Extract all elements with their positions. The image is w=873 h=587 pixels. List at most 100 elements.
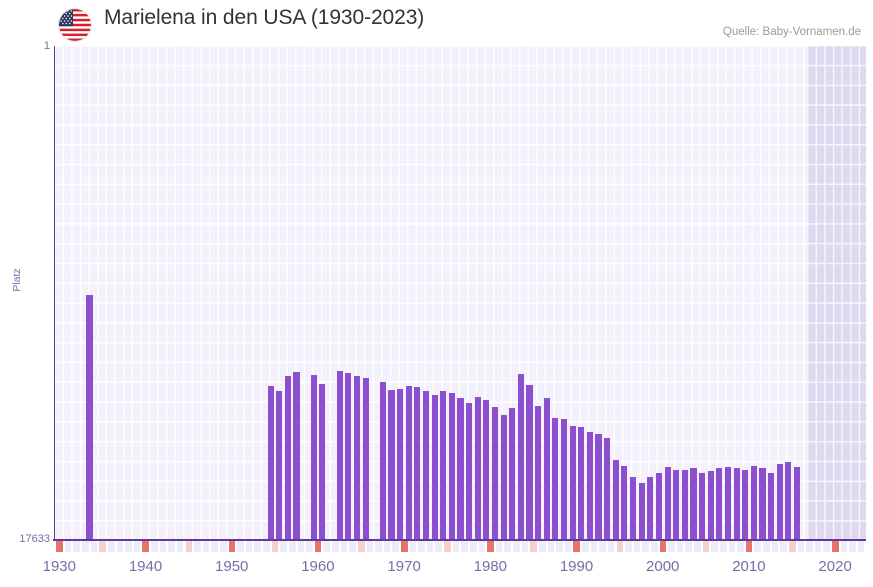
x-tick-1984 (521, 541, 529, 552)
x-tick-1998 (642, 541, 649, 552)
x-tick-2002 (676, 541, 684, 552)
bar-2005 (647, 477, 654, 539)
x-tick-1956 (280, 541, 287, 552)
x-tick-1962 (332, 541, 339, 552)
x-tick-1963 (340, 541, 348, 552)
x-tick-1955 (271, 541, 279, 552)
x-tick-1941 (151, 541, 158, 552)
y-axis-tick-top: 1 (43, 40, 50, 52)
bar-1996 (569, 426, 576, 539)
bar-1963 (284, 375, 291, 539)
bar-1961 (267, 386, 274, 539)
x-tick-1988 (556, 541, 563, 552)
y-axis-tick-bottom: 17633 (19, 533, 50, 545)
x-tick-2005 (702, 541, 710, 552)
x-tick-1947 (202, 541, 210, 552)
x-tick-2000 (659, 541, 667, 552)
x-tick-1997 (633, 541, 641, 552)
bar-2002 (621, 466, 628, 539)
bar-2013 (716, 468, 723, 539)
bar-1992 (535, 405, 542, 539)
page-title: Marielena in den USA (1930-2023) (104, 6, 425, 29)
x-tick-2023 (857, 541, 865, 552)
x-tick-1937 (116, 541, 124, 552)
x-tick-1968 (383, 541, 391, 552)
source-credit: Quelle: Baby-Vornamen.de (722, 26, 861, 38)
x-tick-1985 (530, 541, 537, 552)
bar-2014 (724, 466, 732, 539)
x-tick-1953 (254, 541, 262, 552)
bar-1978 (414, 387, 421, 539)
bar-1990 (517, 373, 524, 539)
x-tick-2015 (788, 541, 796, 552)
x-tick-1932 (73, 541, 81, 552)
x-tick-1952 (245, 541, 253, 552)
chart-header: Marielena in den USA (1930-2023) Quelle:… (0, 0, 873, 46)
x-tick-2004 (694, 541, 701, 552)
x-tick-1977 (461, 541, 468, 552)
x-tick-1990 (573, 541, 580, 552)
x-tick-1993 (599, 541, 606, 552)
x-tick-2007 (719, 541, 727, 552)
bar-1993 (543, 398, 550, 539)
bar-1962 (276, 390, 283, 539)
x-tick-2013 (771, 541, 779, 552)
bar-2020 (776, 463, 783, 539)
x-axis-label-2020: 2020 (818, 558, 852, 575)
bar-1991 (526, 385, 533, 539)
bar-1980 (431, 394, 438, 539)
x-tick-1931 (64, 541, 72, 552)
bar-1972 (362, 378, 369, 539)
bar-series (55, 46, 866, 539)
x-tick-1980 (487, 541, 494, 552)
x-tick-2020 (832, 541, 839, 552)
bar-2006 (655, 472, 662, 539)
x-axis-line (53, 539, 866, 541)
x-tick-1949 (219, 541, 227, 552)
x-tick-2001 (668, 541, 675, 552)
x-tick-1995 (616, 541, 624, 552)
x-tick-1976 (452, 541, 460, 552)
bar-1975 (388, 390, 395, 539)
bar-2008 (673, 470, 680, 539)
x-tick-1933 (82, 541, 89, 552)
x-tick-2014 (780, 541, 787, 552)
x-tick-1994 (607, 541, 615, 552)
bar-1967 (319, 383, 326, 539)
x-tick-1987 (547, 541, 555, 552)
x-tick-2008 (728, 541, 736, 552)
bar-2012 (707, 470, 714, 539)
bar-1989 (509, 407, 516, 539)
x-tick-1960 (314, 541, 322, 552)
x-tick-1950 (228, 541, 236, 552)
bar-2018 (759, 468, 766, 539)
plot-shaded-future-region (808, 46, 866, 539)
x-tick-1951 (237, 541, 244, 552)
x-axis-labels: 1930 1940 1950 1960 1970 1980 1990 2000 2010 2020 (43, 558, 866, 584)
plot-grid-background (55, 46, 866, 539)
x-tick-2019 (823, 541, 830, 552)
x-axis-label-1980: 1980 (473, 558, 507, 575)
x-tick-1942 (159, 541, 167, 552)
bar-2003 (630, 476, 637, 539)
x-axis-label-1930: 1930 (42, 558, 76, 575)
bar-1984 (466, 403, 473, 539)
x-tick-1940 (142, 541, 149, 552)
x-tick-1966 (366, 541, 374, 552)
x-tick-1979 (478, 541, 486, 552)
us-flag-icon (59, 9, 91, 41)
bar-1998 (586, 432, 593, 539)
y-axis-line (53, 46, 56, 539)
bar-1997 (578, 426, 585, 539)
x-tick-1957 (288, 541, 296, 552)
x-tick-1954 (263, 541, 270, 552)
bar-2007 (664, 466, 671, 539)
bar-2000 (604, 437, 611, 539)
x-axis-label-1950: 1950 (215, 558, 249, 575)
x-tick-1958 (297, 541, 305, 552)
bar-2021 (785, 461, 792, 539)
x-tick-2009 (737, 541, 744, 552)
x-tick-1992 (590, 541, 598, 552)
x-tick-2018 (814, 541, 822, 552)
x-tick-2011 (754, 541, 762, 552)
